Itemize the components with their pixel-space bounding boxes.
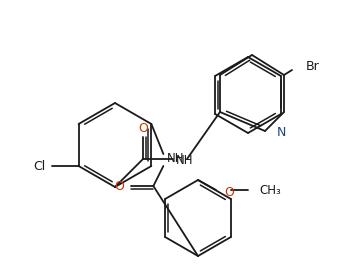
Text: NH: NH <box>176 155 193 167</box>
Text: Br: Br <box>306 60 320 74</box>
Text: CH₃: CH₃ <box>259 183 281 197</box>
Text: Cl: Cl <box>33 160 45 172</box>
Text: NH: NH <box>167 153 185 165</box>
Text: O: O <box>115 179 124 193</box>
Text: N: N <box>277 127 286 139</box>
Text: O: O <box>224 186 234 199</box>
Text: O: O <box>138 123 148 136</box>
